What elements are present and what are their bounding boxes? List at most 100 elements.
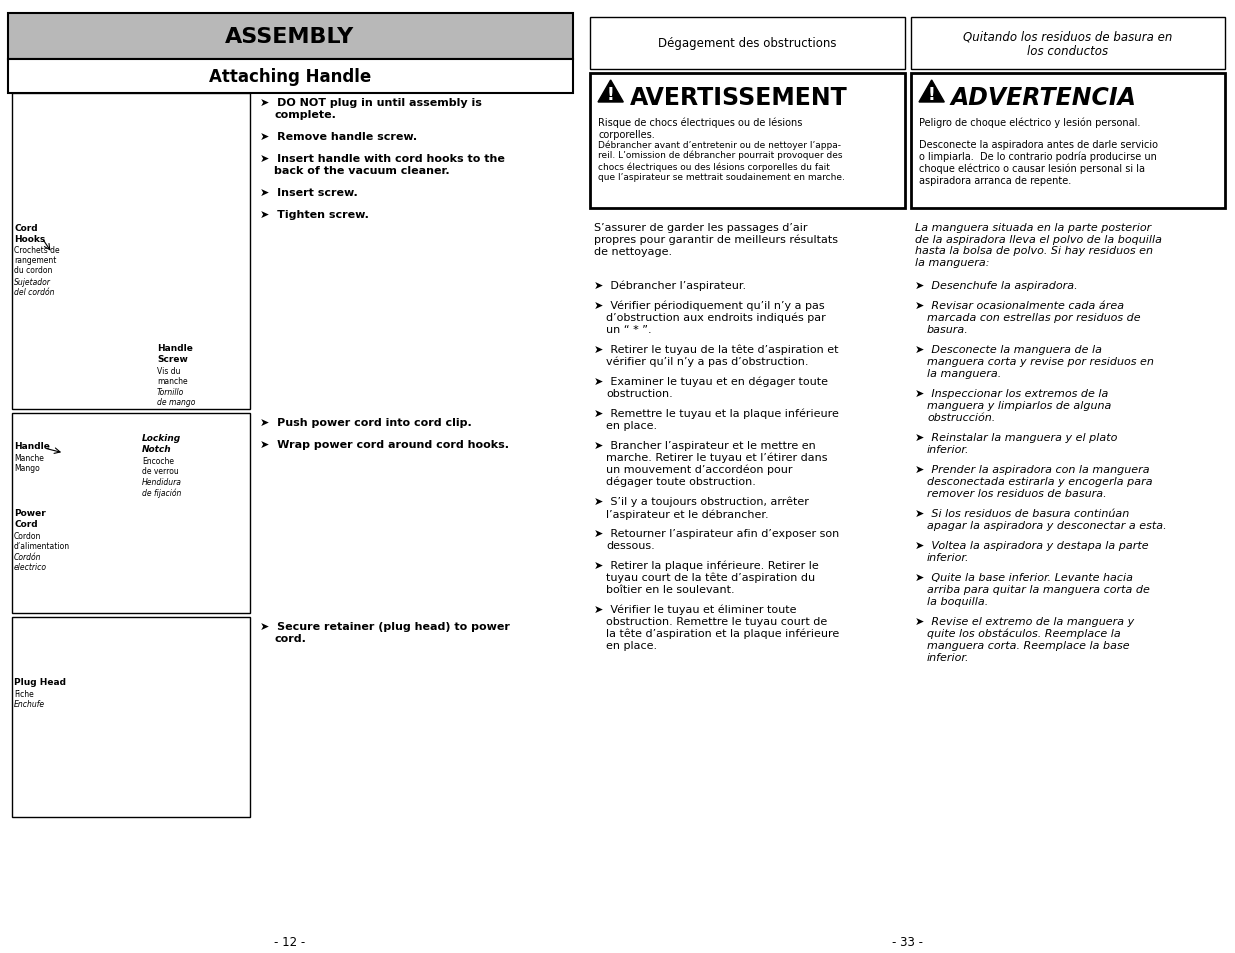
Text: la manguera.: la manguera. xyxy=(927,369,1002,378)
Text: Cord: Cord xyxy=(14,224,37,233)
Text: Hendidura: Hendidura xyxy=(142,477,182,486)
Text: Risque de chocs électriques ou de lésions
corporelles.: Risque de chocs électriques ou de lésion… xyxy=(598,118,803,140)
Text: Cordón: Cordón xyxy=(14,553,42,561)
Text: d’obstruction aux endroits indiqués par: d’obstruction aux endroits indiqués par xyxy=(606,313,826,323)
Text: Sujetador: Sujetador xyxy=(14,277,51,287)
Text: Mango: Mango xyxy=(14,463,40,473)
Text: ASSEMBLY: ASSEMBLY xyxy=(225,27,354,47)
Text: Dégagement des obstructions: Dégagement des obstructions xyxy=(658,37,836,51)
Text: boîtier en le soulevant.: boîtier en le soulevant. xyxy=(606,584,735,595)
Text: Locking: Locking xyxy=(142,434,182,442)
Text: Encoche: Encoche xyxy=(142,456,174,465)
Text: arriba para quitar la manguera corta de: arriba para quitar la manguera corta de xyxy=(927,584,1150,595)
Text: ➤  Inspeccionar los extremos de la: ➤ Inspeccionar los extremos de la xyxy=(915,389,1108,398)
Text: ➤  Quite la base inferior. Levante hacia: ➤ Quite la base inferior. Levante hacia xyxy=(915,573,1132,582)
Text: quite los obstáculos. Reemplace la: quite los obstáculos. Reemplace la xyxy=(927,628,1120,639)
Text: apagar la aspiradora y desconectar a esta.: apagar la aspiradora y desconectar a est… xyxy=(927,520,1167,531)
Text: ➤  Desenchufe la aspiradora.: ➤ Desenchufe la aspiradora. xyxy=(915,281,1078,291)
Text: tuyau court de la tête d’aspiration du: tuyau court de la tête d’aspiration du xyxy=(606,573,815,583)
Text: un mouvement d’accordéon pour: un mouvement d’accordéon pour xyxy=(606,464,793,475)
Bar xyxy=(7,14,573,60)
Text: ➤  DO NOT plug in until assembly is: ➤ DO NOT plug in until assembly is xyxy=(261,98,482,108)
Text: AVERTISSEMENT: AVERTISSEMENT xyxy=(630,86,847,110)
Text: un “ * ”.: un “ * ”. xyxy=(606,325,652,335)
Bar xyxy=(911,18,1225,70)
Text: cord.: cord. xyxy=(274,634,306,643)
Bar xyxy=(12,94,249,410)
Text: desconectada estirarla y encogerla para: desconectada estirarla y encogerla para xyxy=(927,476,1152,486)
Text: marcada con estrellas por residuos de: marcada con estrellas por residuos de xyxy=(927,313,1141,323)
Text: ➤  Push power cord into cord clip.: ➤ Push power cord into cord clip. xyxy=(261,417,472,428)
Text: Desconecte la aspiradora antes de darle servicio
o limpiarla.  De lo contrario p: Desconecte la aspiradora antes de darle … xyxy=(919,140,1158,186)
Polygon shape xyxy=(598,81,624,103)
Text: dessous.: dessous. xyxy=(606,540,655,551)
Text: ➤  S’il y a toujours obstruction, arrêter: ➤ S’il y a toujours obstruction, arrêter xyxy=(594,497,809,507)
Text: la boquilla.: la boquilla. xyxy=(927,597,988,606)
Text: Vis du: Vis du xyxy=(157,367,180,375)
Text: dégager toute obstruction.: dégager toute obstruction. xyxy=(606,476,756,487)
Bar xyxy=(7,60,573,94)
Text: inferior.: inferior. xyxy=(927,553,969,562)
Text: back of the vacuum cleaner.: back of the vacuum cleaner. xyxy=(274,166,450,175)
Text: !: ! xyxy=(606,86,615,104)
Text: inferior.: inferior. xyxy=(927,444,969,455)
Text: ➤  Retirer le tuyau de la tête d’aspiration et: ➤ Retirer le tuyau de la tête d’aspirati… xyxy=(594,345,839,355)
Text: rangement: rangement xyxy=(14,255,57,265)
Text: ➤  Voltea la aspiradora y destapa la parte: ➤ Voltea la aspiradora y destapa la part… xyxy=(915,540,1149,551)
Text: Peligro de choque eléctrico y lesión personal.: Peligro de choque eléctrico y lesión per… xyxy=(919,118,1140,129)
Text: Quitando los residuos de basura en
los conductos: Quitando los residuos de basura en los c… xyxy=(963,30,1173,58)
Text: Crochets de: Crochets de xyxy=(14,246,59,254)
Bar xyxy=(12,414,249,614)
Text: de verrou: de verrou xyxy=(142,467,179,476)
Text: complete.: complete. xyxy=(274,110,336,120)
Text: Manche: Manche xyxy=(14,454,44,462)
Text: ➤  Revise el extremo de la manguera y: ➤ Revise el extremo de la manguera y xyxy=(915,617,1134,626)
Text: ➤  Remettre le tuyau et la plaque inférieure: ➤ Remettre le tuyau et la plaque inférie… xyxy=(594,409,839,419)
Text: La manguera situada en la parte posterior
de la aspiradora lleva el polvo de la : La manguera situada en la parte posterio… xyxy=(915,223,1162,268)
Text: manche: manche xyxy=(157,376,188,386)
Text: ➤  Tighten screw.: ➤ Tighten screw. xyxy=(261,210,369,220)
Text: Fiche: Fiche xyxy=(14,689,33,699)
Polygon shape xyxy=(919,81,945,103)
Text: ➤  Examiner le tuyau et en dégager toute: ➤ Examiner le tuyau et en dégager toute xyxy=(594,376,827,387)
Text: electrico: electrico xyxy=(14,562,47,572)
Text: ➤  Insert handle with cord hooks to the: ➤ Insert handle with cord hooks to the xyxy=(261,153,505,164)
Text: inferior.: inferior. xyxy=(927,652,969,662)
Text: ➤  Reinstalar la manguera y el plato: ➤ Reinstalar la manguera y el plato xyxy=(915,433,1118,442)
Text: du cordon: du cordon xyxy=(14,266,52,274)
Text: l’aspirateur et le débrancher.: l’aspirateur et le débrancher. xyxy=(606,509,768,519)
Text: manguera corta y revise por residuos en: manguera corta y revise por residuos en xyxy=(927,356,1153,367)
Bar xyxy=(590,18,905,70)
Text: ➤  Si los residuos de basura continúan: ➤ Si los residuos de basura continúan xyxy=(915,509,1129,518)
Text: Enchufe: Enchufe xyxy=(14,700,46,708)
Text: ➤  Desconecte la manguera de la: ➤ Desconecte la manguera de la xyxy=(915,345,1102,355)
Text: Handle: Handle xyxy=(14,441,49,451)
Text: de mango: de mango xyxy=(157,397,195,407)
Text: ➤  Débrancher l’aspirateur.: ➤ Débrancher l’aspirateur. xyxy=(594,281,746,292)
Text: ➤  Revisar ocasionalmente cada área: ➤ Revisar ocasionalmente cada área xyxy=(915,301,1124,311)
Text: Tornillo: Tornillo xyxy=(157,388,184,396)
Bar xyxy=(911,74,1225,209)
Text: de fijación: de fijación xyxy=(142,489,182,498)
Text: ➤  Secure retainer (plug head) to power: ➤ Secure retainer (plug head) to power xyxy=(261,621,510,631)
Text: ➤  Prender la aspiradora con la manguera: ➤ Prender la aspiradora con la manguera xyxy=(915,464,1150,475)
Text: Handle: Handle xyxy=(157,344,193,353)
Text: Hooks: Hooks xyxy=(14,234,46,244)
Text: del cordón: del cordón xyxy=(14,288,54,296)
Text: manguera y limpiarlos de alguna: manguera y limpiarlos de alguna xyxy=(927,400,1112,411)
Text: Notch: Notch xyxy=(142,444,172,454)
Text: vérifier qu’il n’y a pas d’obstruction.: vérifier qu’il n’y a pas d’obstruction. xyxy=(606,356,809,367)
Text: - 33 -: - 33 - xyxy=(892,935,923,948)
Text: Cordon: Cordon xyxy=(14,532,42,540)
Text: - 12 -: - 12 - xyxy=(274,935,305,948)
Text: ADVERTENCIA: ADVERTENCIA xyxy=(951,86,1137,110)
Text: ➤  Vérifier périodiquement qu’il n’y a pas: ➤ Vérifier périodiquement qu’il n’y a pa… xyxy=(594,301,825,312)
Text: remover los residuos de basura.: remover los residuos de basura. xyxy=(927,489,1107,498)
Text: ➤  Vérifier le tuyau et éliminer toute: ➤ Vérifier le tuyau et éliminer toute xyxy=(594,604,797,615)
Text: ➤  Remove handle screw.: ➤ Remove handle screw. xyxy=(261,132,417,142)
Text: ➤  Retourner l’aspirateur afin d’exposer son: ➤ Retourner l’aspirateur afin d’exposer … xyxy=(594,529,840,538)
Text: ➤  Retirer la plaque inférieure. Retirer le: ➤ Retirer la plaque inférieure. Retirer … xyxy=(594,560,819,571)
Text: en place.: en place. xyxy=(606,640,657,650)
Text: obstruction.: obstruction. xyxy=(606,389,673,398)
Text: marche. Retirer le tuyau et l’étirer dans: marche. Retirer le tuyau et l’étirer dan… xyxy=(606,453,827,463)
